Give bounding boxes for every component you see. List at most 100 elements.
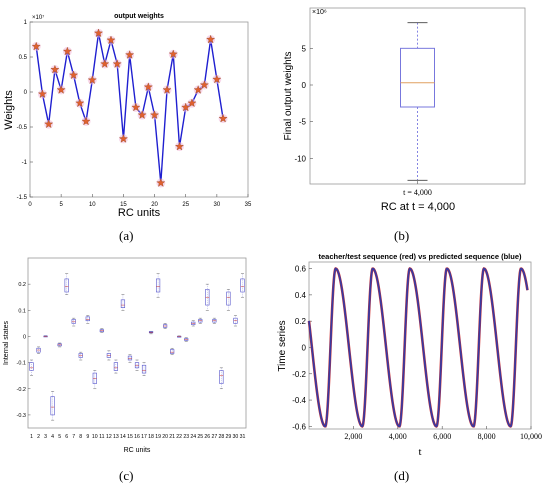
chart-a-point [187, 98, 197, 107]
chart-time-series: teacher/test sequence (red) vs predicted… [275, 250, 550, 460]
chart-d-xtick-label: 8,000 [478, 432, 496, 441]
chart-c-xtick-label: 5 [58, 434, 61, 440]
chart-d-axes: -0.6 -0.4 -0.2 0 0.2 0.4 0.6 2,000 4,000 6,000 8,0… [292, 265, 542, 441]
chart-c-box [170, 349, 175, 354]
chart-c-xtick-label: 1 [30, 434, 33, 440]
chart-d-xtick-label: 6,000 [433, 432, 451, 441]
chart-a-ytick-label: 0.5 [19, 55, 28, 61]
chart-c-xtick-label: 9 [86, 434, 89, 440]
caption-a: (a) [119, 228, 134, 243]
chart-a-xtick-label: 20 [151, 202, 158, 208]
chart-c-xtick-label: 22 [176, 434, 182, 440]
chart-d-ylabel: Time series [277, 320, 288, 371]
chart-a-exponent: ×10⁷ [32, 14, 44, 21]
chart-c-box [50, 396, 55, 416]
chart-c-box [29, 362, 34, 371]
chart-d-series-predicted [308, 267, 529, 428]
chart-c-box [127, 355, 133, 361]
chart-a-ytick-label: -0.5 [17, 125, 28, 131]
chart-a-ytick-label: 0 [24, 90, 28, 96]
chart-a-point [106, 35, 116, 44]
chart-b-ytick-label: -10 [294, 154, 306, 163]
chart-b-ytick-label: 0 [302, 81, 307, 90]
chart-a-xtick-label: 25 [182, 202, 189, 208]
chart-c-box [226, 291, 231, 306]
chart-c-xtick-label: 10 [92, 434, 98, 440]
chart-a-point [75, 98, 85, 107]
chart-b-exponent: ×10⁶ [312, 9, 327, 16]
chart-a-point [119, 134, 128, 143]
chart-d-svg: teacher/test sequence (red) vs predicted… [277, 252, 542, 458]
chart-c-xtick-label: 17 [141, 434, 147, 440]
chart-a-title: output weights [114, 13, 164, 20]
chart-a-axes: 0 5 10 15 20 25 30 35 -1.5 -1 -0.5 0 0.5 1 [17, 20, 252, 208]
chart-c-ytick-label: 0 [23, 334, 26, 340]
chart-c-ytick-label: 0.1 [18, 308, 26, 314]
chart-c-xtick-label: 31 [240, 434, 246, 440]
chart-a-point [200, 80, 209, 89]
chart-a-point [175, 141, 184, 151]
chart-c-xtick-label: 13 [113, 434, 119, 440]
chart-c-ytick-label: 0.2 [18, 282, 26, 288]
chart-a-xtick-label: 30 [214, 202, 221, 208]
chart-b-ylabel: Final output weights [283, 52, 294, 141]
chart-a-point [156, 178, 166, 187]
chart-c-frame [27, 257, 247, 429]
chart-a-point [94, 28, 103, 37]
chart-c-box [64, 278, 69, 293]
chart-a-point [87, 75, 97, 84]
chart-d-xtick-label: 4,000 [389, 432, 407, 441]
chart-c-box [240, 278, 245, 293]
chart-c-box [85, 316, 90, 322]
chart-a-point [69, 70, 78, 79]
chart-c-box [155, 278, 161, 293]
chart-internal-states: RC units Internal states -0.3 -0.2 -0.1 0 0.… [0, 250, 270, 460]
chart-c-xtick-label: 30 [233, 434, 239, 440]
chart-c-xtick-label: 7 [72, 434, 75, 440]
chart-a-point [62, 46, 72, 56]
chart-c-xtick-label: 14 [120, 434, 126, 440]
chart-a-point [131, 102, 141, 112]
chart-c-xtick-label: 20 [162, 434, 168, 440]
chart-d-plot [307, 267, 529, 428]
chart-b-xlabel: RC at t = 4,000 [381, 201, 455, 213]
caption-d: (d) [394, 468, 410, 483]
chart-d-ytick-label: 0.4 [295, 291, 307, 300]
chart-a-xlabel: RC units [118, 207, 161, 219]
chart-b-ytick-label: -5 [299, 118, 307, 127]
chart-a-xtick-label: 10 [89, 202, 96, 208]
chart-final-output-weights: ×10⁶ RC at t = 4,000 Final output weight… [275, 0, 550, 222]
chart-a-ytick-label: 1 [24, 20, 28, 26]
chart-c-xtick-label: 16 [134, 434, 140, 440]
chart-c-ylabel: Internal states [3, 321, 10, 365]
chart-c-xtick-label: 26 [204, 434, 210, 440]
chart-c-xtick-label: 11 [99, 434, 104, 440]
chart-a-point [168, 49, 178, 58]
chart-output-weights: output weights ×10⁷ RC units Weights 0 5 1… [0, 0, 270, 222]
chart-c-xtick-label: 2 [37, 434, 40, 440]
chart-a-point [56, 85, 66, 94]
chart-c-xtick-label: 25 [197, 434, 203, 440]
chart-a-point [193, 85, 203, 94]
chart-a-point [44, 119, 54, 128]
chart-c-ytick-label: -0.3 [17, 413, 26, 419]
chart-a-point [50, 64, 60, 74]
chart-c-xtick-label: 28 [218, 434, 224, 440]
chart-a-svg: output weights ×10⁷ RC units Weights 0 5 1… [3, 13, 252, 219]
chart-c-box [113, 362, 119, 371]
chart-d-frame [308, 261, 532, 430]
chart-b-frame [309, 7, 526, 185]
chart-c-xtick-label: 15 [127, 434, 133, 440]
chart-c-xtick-label: 24 [190, 434, 196, 440]
chart-a-point [162, 85, 172, 94]
chart-d-xlabel: t [418, 446, 421, 458]
chart-a-ylabel: Weights [3, 90, 15, 130]
caption-c: (c) [119, 468, 134, 483]
chart-a-point [218, 113, 228, 123]
chart-d-ytick-label: -0.2 [292, 370, 306, 379]
chart-c-xtick-label: 27 [211, 434, 217, 440]
chart-c-xtick-label: 8 [79, 434, 82, 440]
chart-a-point [38, 89, 47, 98]
chart-a-plot [31, 28, 228, 188]
chart-c-xtick-label: 3 [44, 434, 47, 440]
